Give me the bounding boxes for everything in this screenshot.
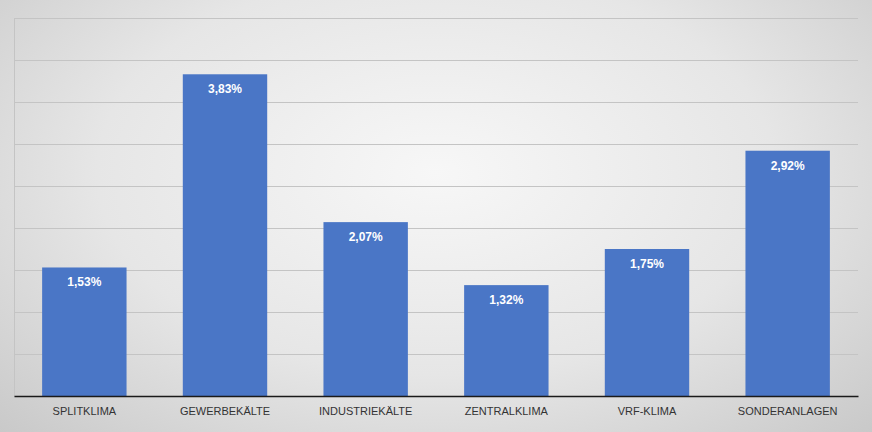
bar [745, 151, 829, 396]
data-label: 1,32% [489, 293, 523, 307]
bar [183, 74, 267, 396]
x-tick: INDUSTRIEKÄLTE [319, 396, 412, 417]
chart: SPLITKLIMA GEWERBEKÄLTE INDUSTRIEKÄLTE ZENT… [0, 0, 872, 432]
y-tick [14, 312, 858, 313]
grid-line [14, 186, 858, 187]
x-tick-label: INDUSTRIEKÄLTE [319, 405, 412, 417]
y-tick [14, 186, 858, 187]
grid-line [14, 312, 858, 313]
grid-line [14, 354, 858, 355]
x-axis-line [15, 396, 859, 398]
grid-line [14, 102, 858, 103]
grid-line [14, 60, 858, 61]
y-tick [14, 18, 858, 19]
y-tick [14, 102, 858, 103]
grid-line [14, 270, 858, 271]
grid-line [14, 144, 858, 145]
y-tick [14, 60, 858, 61]
bar [42, 267, 126, 396]
x-tick: SPLITKLIMA [53, 396, 117, 417]
plot: SPLITKLIMA GEWERBEKÄLTE INDUSTRIEKÄLTE ZENT… [14, 19, 859, 417]
x-tick-label: VRF-KLIMA [618, 405, 677, 417]
grid-line [14, 18, 858, 19]
x-tick: SONDERANLAGEN [738, 396, 838, 417]
y-axis [14, 19, 858, 397]
bar [605, 249, 689, 396]
x-tick-label: GEWERBEKÄLTE [180, 405, 270, 417]
x-tick-label: SPLITKLIMA [53, 405, 117, 417]
grid-line [14, 396, 858, 397]
grid-line [14, 228, 858, 229]
y-tick [14, 270, 858, 271]
data-label: 3,83% [208, 82, 242, 96]
data-label: 2,07% [349, 230, 383, 244]
x-tick: ZENTRALKLIMA [465, 396, 549, 417]
bars [42, 74, 830, 396]
x-tick: GEWERBEKÄLTE [180, 396, 270, 417]
y-tick [14, 144, 858, 145]
data-labels: 1,53% 3,83% 2,07% 1,32% 1,75% 2,92% [67, 82, 805, 307]
x-tick: VRF-KLIMA [618, 396, 677, 417]
x-tick-label: SONDERANLAGEN [738, 405, 838, 417]
bar [464, 285, 548, 396]
data-label: 2,92% [771, 159, 805, 173]
data-label: 1,53% [67, 275, 101, 289]
y-tick [14, 396, 858, 397]
y-tick [14, 354, 858, 355]
x-tick-label: ZENTRALKLIMA [465, 405, 549, 417]
bar [323, 222, 407, 396]
y-axis-line [15, 19, 859, 397]
data-label: 1,75% [630, 257, 664, 271]
y-tick [14, 228, 858, 229]
x-axis: SPLITKLIMA GEWERBEKÄLTE INDUSTRIEKÄLTE ZENT… [15, 396, 859, 417]
